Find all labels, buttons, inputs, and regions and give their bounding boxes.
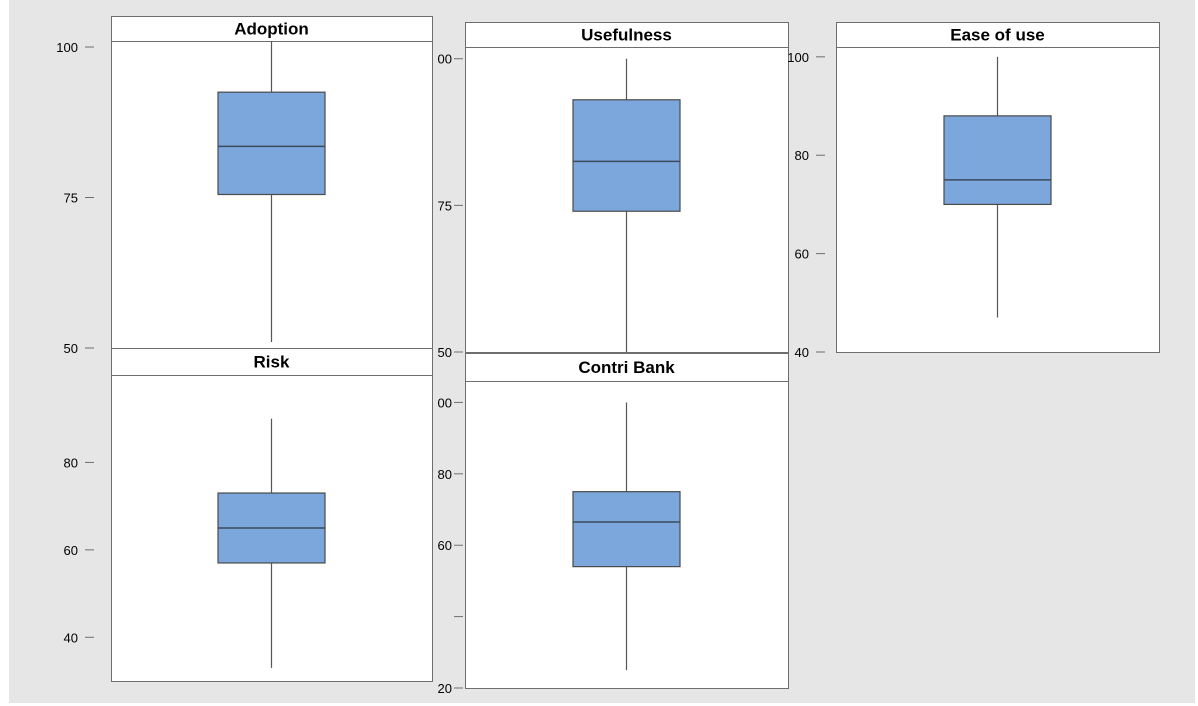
contri-bank-panel-title: Contri Bank [578, 358, 675, 377]
usefulness-y-tick-label: 50 [438, 345, 452, 360]
usefulness-panel-title: Usefulness [581, 26, 672, 45]
risk-y-tick-label: 40 [64, 630, 78, 645]
adoption-panel-title: Adoption [234, 20, 309, 39]
ease-of-use-y-tick-label: 100 [787, 50, 809, 65]
contri-bank-y-tick-label: 60 [438, 538, 452, 553]
adoption-y-tick-label: 100 [56, 40, 78, 55]
usefulness-y-tick-label: 00 [438, 52, 452, 67]
risk-y-tick-label: 60 [64, 543, 78, 558]
adoption-y-tick-label: 50 [64, 341, 78, 356]
usefulness-iqr-box [572, 99, 681, 212]
ease-of-use-y-tick-label: 60 [795, 247, 809, 262]
ease-of-use-panel-title: Ease of use [950, 26, 1045, 45]
contri-bank-y-tick-label: 00 [438, 395, 452, 410]
adoption-y-tick-label: 75 [64, 191, 78, 206]
contri-bank-y-tick-label: 80 [438, 467, 452, 482]
contri-bank-y-tick-label: 20 [438, 681, 452, 696]
usefulness-y-tick-label: 75 [438, 198, 452, 213]
risk-panel-title: Risk [254, 353, 290, 372]
ease-of-use-y-tick-label: 80 [795, 148, 809, 163]
adoption-iqr-box [217, 91, 326, 196]
ease-of-use-iqr-box [943, 115, 1052, 206]
ease-of-use-y-tick-label: 40 [795, 345, 809, 360]
risk-y-tick-label: 80 [64, 455, 78, 470]
contri-bank-iqr-box [572, 491, 681, 568]
